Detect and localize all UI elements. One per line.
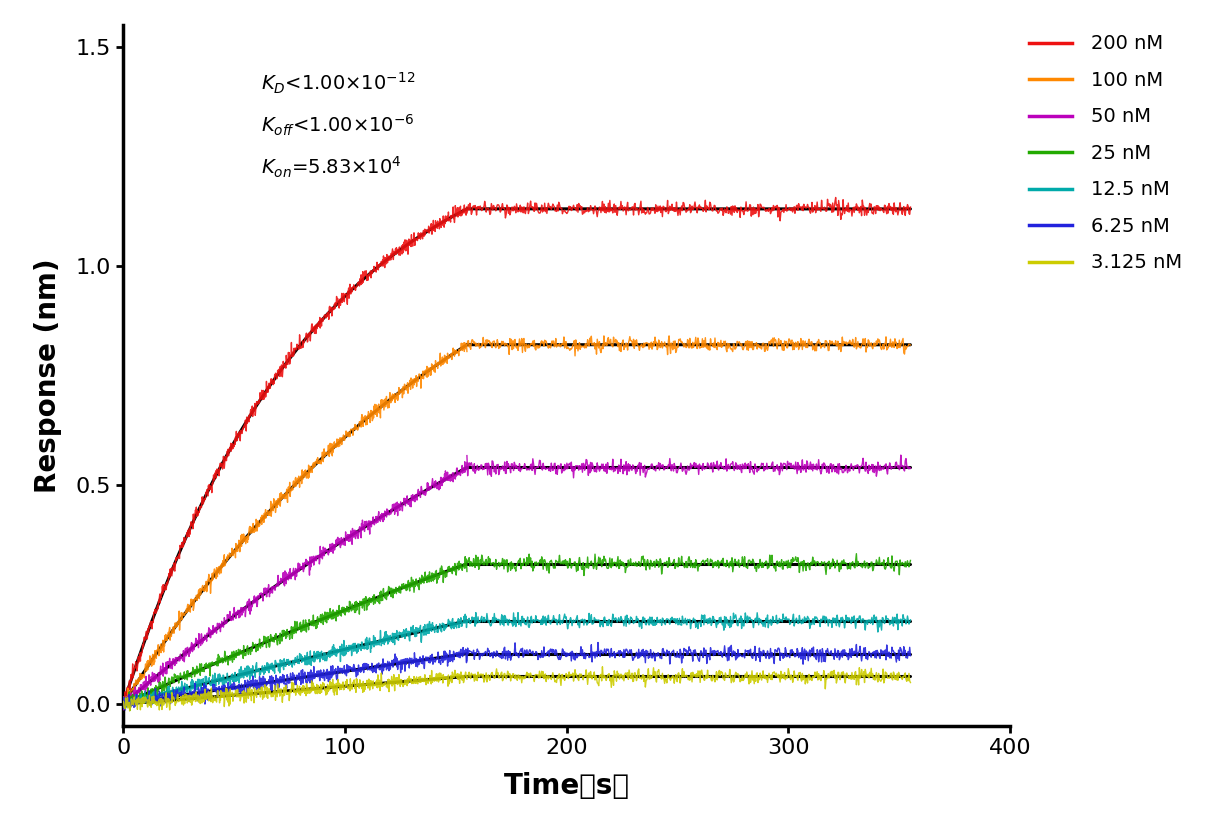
Legend: 200 nM, 100 nM, 50 nM, 25 nM, 12.5 nM, 6.25 nM, 3.125 nM: 200 nM, 100 nM, 50 nM, 25 nM, 12.5 nM, 6… (1029, 35, 1183, 272)
X-axis label: Time（s）: Time（s） (504, 771, 630, 799)
Text: $K_{on}$=5.83×10$^{4}$: $K_{on}$=5.83×10$^{4}$ (261, 154, 402, 180)
Y-axis label: Response (nm): Response (nm) (34, 258, 62, 493)
Text: $K_D$<1.00×10$^{-12}$: $K_D$<1.00×10$^{-12}$ (261, 70, 415, 96)
Text: $K_{off}$<1.00×10$^{-6}$: $K_{off}$<1.00×10$^{-6}$ (261, 112, 414, 138)
